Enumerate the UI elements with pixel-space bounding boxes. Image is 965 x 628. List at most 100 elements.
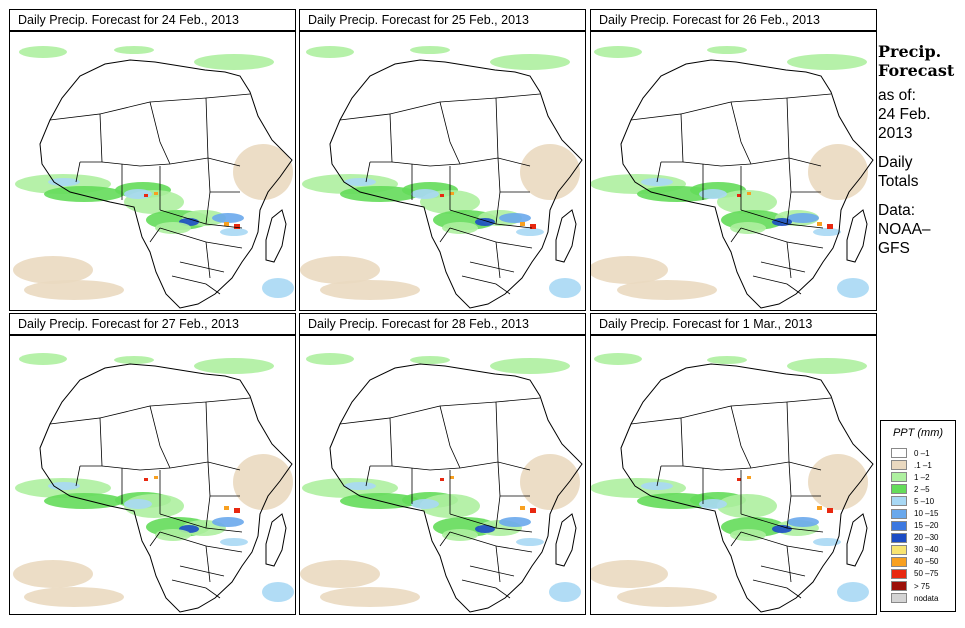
caption-heading-2: Forecast xyxy=(878,61,955,80)
legend-label: 50 –75 xyxy=(914,569,939,579)
country-border xyxy=(495,241,501,279)
precip-map xyxy=(9,31,296,311)
legend-row: 20 –30 xyxy=(881,532,955,544)
precip-map xyxy=(590,335,877,615)
legend-label: 1 –2 xyxy=(914,472,930,482)
precip-area xyxy=(787,358,867,374)
country-border xyxy=(101,461,241,471)
legend-swatch xyxy=(891,568,907,579)
country-border xyxy=(461,579,511,599)
legend-swatch xyxy=(891,532,907,543)
legend-label: 5 –10 xyxy=(914,496,935,506)
country-border xyxy=(740,513,788,529)
country-border xyxy=(495,397,541,403)
heavy-precip-cell xyxy=(737,194,741,197)
country-border xyxy=(365,161,371,183)
precip-area xyxy=(787,213,819,223)
heavy-precip-cell xyxy=(450,476,454,479)
country-border xyxy=(760,565,806,577)
coastline xyxy=(555,209,577,263)
heavy-precip-cell xyxy=(440,478,444,481)
precip-area xyxy=(699,499,727,509)
country-border xyxy=(656,465,662,487)
legend-label: .1 –1 xyxy=(914,460,932,470)
country-border xyxy=(149,97,209,159)
country-border xyxy=(682,461,822,471)
precip-area xyxy=(340,186,420,202)
country-border xyxy=(630,113,684,163)
caption-date-2: 2013 xyxy=(878,125,913,142)
country-border xyxy=(391,461,531,471)
country-border xyxy=(339,113,393,163)
legend-swatch xyxy=(891,448,907,459)
heavy-precip-cell xyxy=(234,508,240,513)
country-border xyxy=(740,209,788,225)
legend-swatch xyxy=(891,484,907,495)
precip-area xyxy=(549,582,581,602)
precip-area xyxy=(442,222,478,234)
coastline xyxy=(265,513,287,567)
caption-date-1: 24 Feb. xyxy=(878,106,931,123)
africa-map-svg xyxy=(300,353,583,613)
legend-row: 0 –1 xyxy=(881,447,955,459)
precip-area xyxy=(24,280,124,300)
caption-data-1: Data: xyxy=(878,202,916,219)
forecast-panel-4: Daily Precip. Forecast for 27 Feb., 2013 xyxy=(9,313,299,618)
precip-area xyxy=(410,46,450,54)
legend-title: PPT (mm) xyxy=(892,427,944,439)
precip-area xyxy=(114,46,154,54)
precip-area xyxy=(24,587,124,607)
country-border xyxy=(339,417,393,467)
precip-area xyxy=(594,46,642,58)
country-border xyxy=(205,545,211,583)
precip-area xyxy=(212,213,244,223)
panel-title: Daily Precip. Forecast for 24 Feb., 2013 xyxy=(9,9,296,31)
legend-swatch xyxy=(891,472,907,483)
country-border xyxy=(99,101,171,165)
country-border xyxy=(205,241,211,279)
country-border xyxy=(159,513,207,529)
coastline xyxy=(846,513,868,567)
coastline xyxy=(329,59,583,309)
legend-row: 30 –40 xyxy=(881,544,955,556)
precip-area xyxy=(306,46,354,58)
country-border xyxy=(75,465,81,487)
africa-map-svg xyxy=(300,46,583,309)
precip-area xyxy=(772,218,792,226)
country-border xyxy=(179,261,225,273)
forecast-panel-6: Daily Precip. Forecast for 1 Mar., 2013 xyxy=(590,313,880,618)
heavy-precip-cell xyxy=(530,508,536,513)
precip-area xyxy=(490,54,570,70)
country-border xyxy=(730,227,742,243)
precip-area xyxy=(220,538,248,546)
coastline xyxy=(620,363,874,613)
country-border xyxy=(730,97,790,159)
africa-map-svg xyxy=(13,353,294,613)
coastline xyxy=(329,363,583,613)
precip-area xyxy=(516,538,544,546)
country-border xyxy=(730,531,742,547)
legend-label: 40 –50 xyxy=(914,557,939,567)
country-border xyxy=(391,157,531,167)
country-border xyxy=(630,417,684,467)
precip-area xyxy=(591,256,668,284)
precip-area xyxy=(220,228,248,236)
precip-area xyxy=(44,186,124,202)
legend-label: 0 –1 xyxy=(914,448,930,458)
panel-title: Daily Precip. Forecast for 26 Feb., 2013 xyxy=(590,9,877,31)
forecast-panel-1: Daily Precip. Forecast for 24 Feb., 2013 xyxy=(9,9,299,314)
coastline xyxy=(555,513,577,567)
legend-row: > 75 xyxy=(881,580,955,592)
heavy-precip-cell xyxy=(144,194,148,197)
precip-area xyxy=(194,54,274,70)
legend-row: 10 –15 xyxy=(881,507,955,519)
country-border xyxy=(171,579,221,599)
precip-area xyxy=(837,582,869,602)
precip-area xyxy=(617,280,717,300)
country-border xyxy=(75,161,81,183)
precip-area xyxy=(699,189,727,199)
legend-row: nodata xyxy=(881,592,955,604)
country-border xyxy=(752,579,802,599)
legend-row: 1 –2 xyxy=(881,471,955,483)
precip-area xyxy=(344,482,376,490)
